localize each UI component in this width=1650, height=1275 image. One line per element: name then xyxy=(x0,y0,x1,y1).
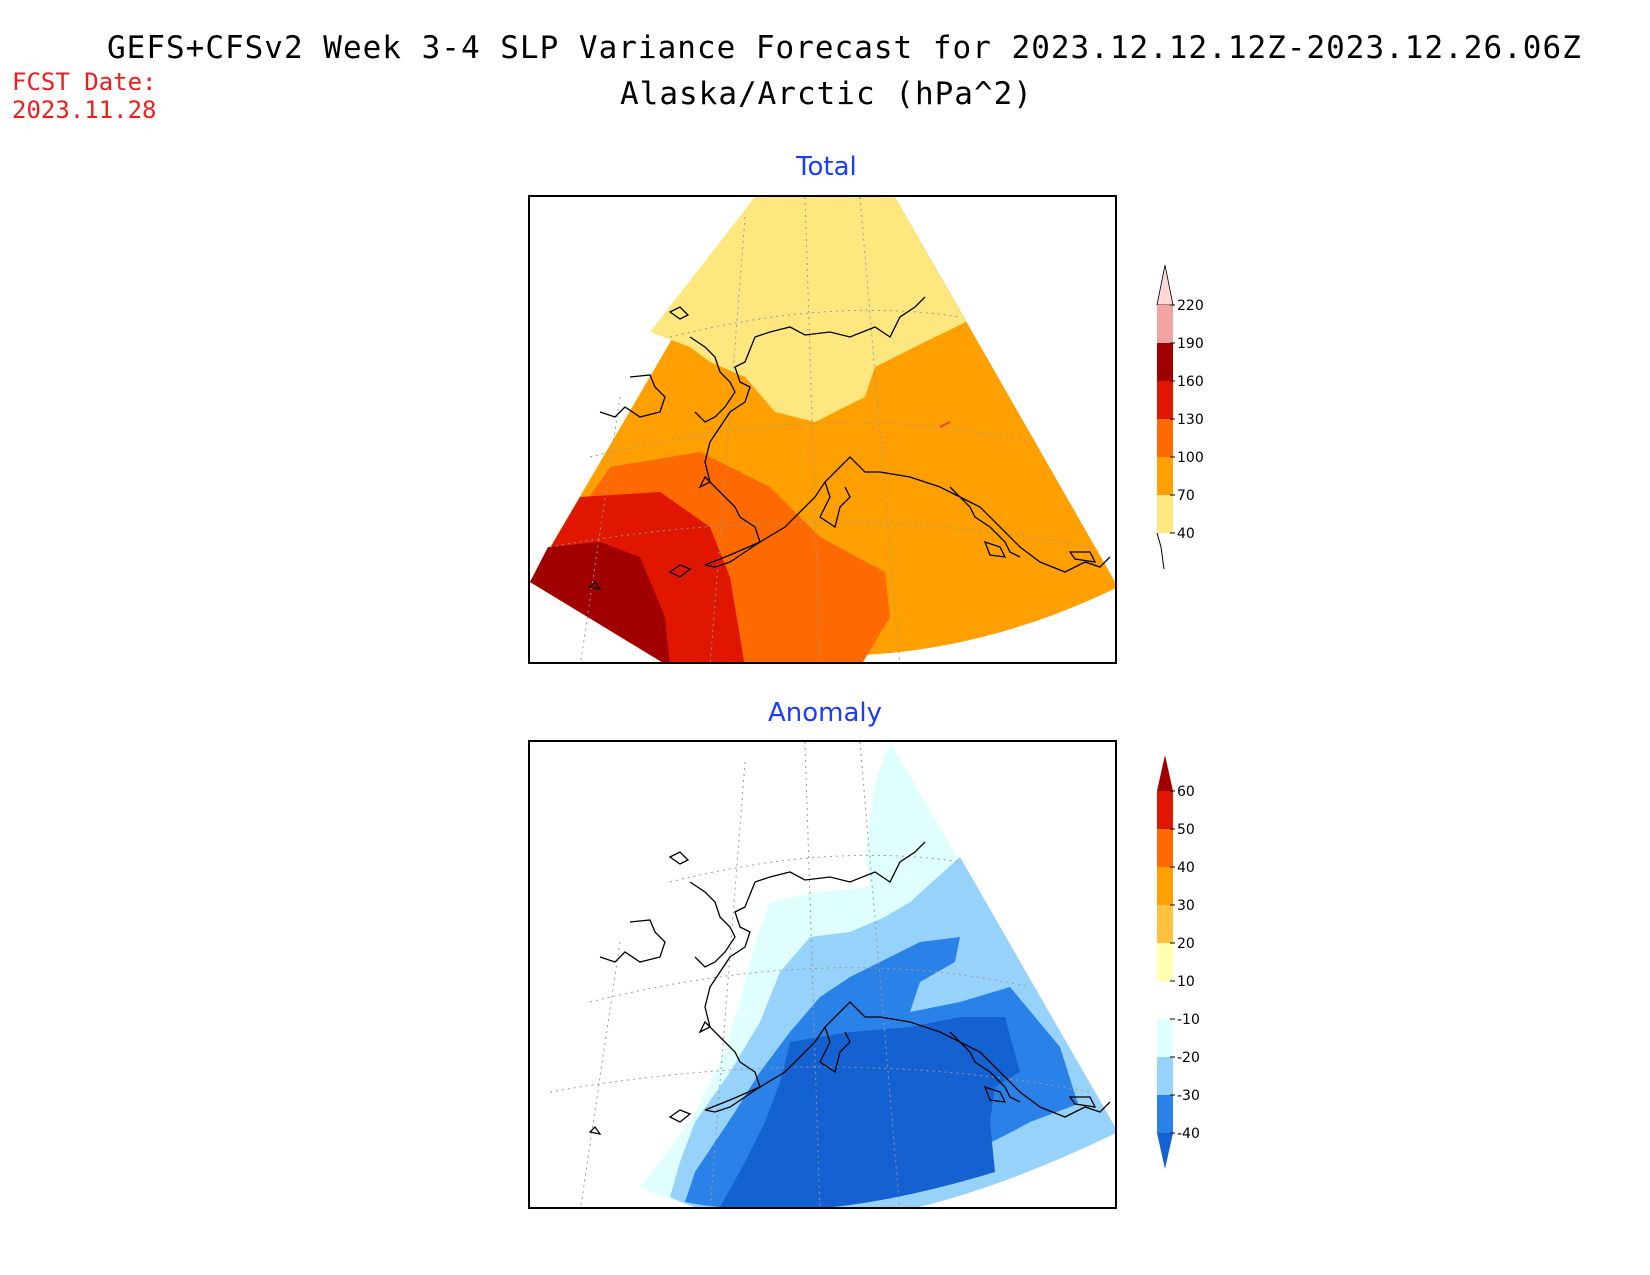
legend-anomaly-bottom-triangle xyxy=(1157,1133,1173,1169)
legend-total: 220 190 160 130 100 70 40 xyxy=(1150,264,1230,595)
legend-total-swatch xyxy=(1157,305,1173,343)
legend-anomaly-swatch xyxy=(1157,1095,1173,1133)
map-anomaly xyxy=(528,740,1117,1209)
legend-total-swatch xyxy=(1157,457,1173,495)
total-graticule xyxy=(549,197,1091,662)
legend-anomaly-svg: 60 50 40 30 20 10 -10 -20 -30 -40 xyxy=(1157,755,1200,1169)
panel-title-anomaly: Anomaly xyxy=(768,698,883,728)
forecast-date: FCST Date: 2023.11.28 xyxy=(12,68,157,124)
legend-anomaly-swatch xyxy=(1157,867,1173,905)
legend-anomaly-swatch xyxy=(1157,981,1173,1019)
legend-total-swatch xyxy=(1157,381,1173,419)
total-coastline xyxy=(588,296,1111,590)
title-line-2: Alaska/Arctic (hPa^2) xyxy=(620,76,1033,112)
legend-anomaly-label: -20 xyxy=(1177,1050,1200,1066)
legend-total-label: 130 xyxy=(1177,412,1204,428)
legend-anomaly-swatch xyxy=(1157,905,1173,943)
legend-total-svg: 220 190 160 130 100 70 40 xyxy=(1156,264,1204,570)
legend-total-swatch xyxy=(1157,495,1173,533)
legend-anomaly-label: -30 xyxy=(1177,1088,1200,1104)
legend-anomaly-label: 40 xyxy=(1177,860,1195,876)
anomaly-region-strongest xyxy=(720,1017,1020,1207)
legend-anomaly-swatch xyxy=(1157,829,1173,867)
panel-title-total: Total xyxy=(796,152,857,182)
total-artifact-mark xyxy=(939,421,951,428)
legend-anomaly-top-triangle xyxy=(1157,755,1173,791)
legend-total-bottom-tail xyxy=(1156,532,1165,570)
legend-total-label: 220 xyxy=(1177,298,1204,314)
forecast-date-value: 2023.11.28 xyxy=(12,96,157,124)
legend-anomaly-swatch xyxy=(1157,1057,1173,1095)
legend-anomaly-label: 10 xyxy=(1177,974,1195,990)
legend-anomaly-swatch xyxy=(1157,1019,1173,1057)
map-total xyxy=(528,195,1117,664)
legend-anomaly-label: 50 xyxy=(1177,822,1195,838)
legend-total-top-triangle xyxy=(1156,264,1174,306)
legend-anomaly-swatch xyxy=(1157,943,1173,981)
legend-total-label: 40 xyxy=(1177,526,1195,542)
legend-anomaly-swatch xyxy=(1157,791,1173,829)
total-region-sw3 xyxy=(530,542,670,662)
legend-anomaly-label: 60 xyxy=(1177,784,1195,800)
title-line-1: GEFS+CFSv2 Week 3-4 SLP Variance Forecas… xyxy=(107,30,1582,66)
forecast-date-label: FCST Date: xyxy=(12,68,157,96)
legend-anomaly-label: 20 xyxy=(1177,936,1195,952)
legend-total-label: 190 xyxy=(1177,336,1204,352)
map-total-svg xyxy=(530,197,1115,662)
legend-total-swatch xyxy=(1157,419,1173,457)
anomaly-coastline xyxy=(588,841,1111,1135)
total-region-north xyxy=(650,197,966,422)
anomaly-graticule xyxy=(549,742,1091,1207)
legend-anomaly: 60 50 40 30 20 10 -10 -20 -30 -40 xyxy=(1150,755,1230,1195)
map-anomaly-svg xyxy=(549,742,1115,1207)
legend-total-label: 70 xyxy=(1177,488,1195,504)
legend-total-label: 100 xyxy=(1177,450,1204,466)
legend-anomaly-label: -10 xyxy=(1177,1012,1200,1028)
legend-anomaly-label: 30 xyxy=(1177,898,1195,914)
legend-anomaly-label: -40 xyxy=(1177,1126,1200,1142)
legend-total-swatch xyxy=(1157,343,1173,381)
legend-total-label: 160 xyxy=(1177,374,1204,390)
